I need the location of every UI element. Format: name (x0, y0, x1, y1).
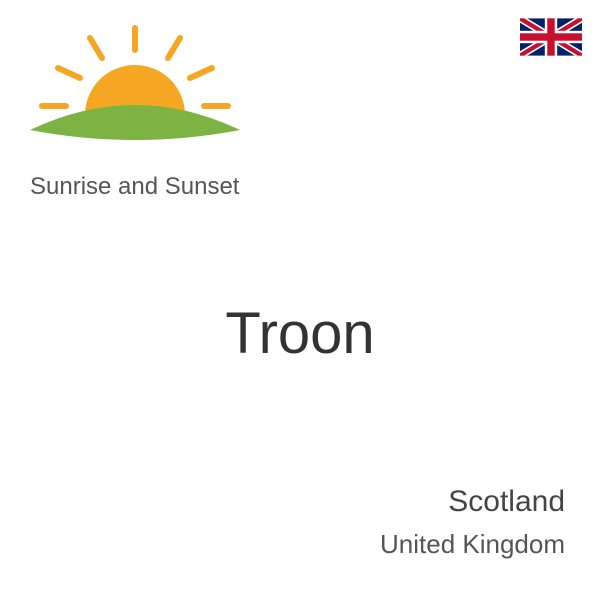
logo-block: Sunrise and Sunset (20, 20, 300, 201)
sunrise-logo-icon (20, 20, 250, 160)
region-label: Scotland (380, 485, 565, 519)
logo-tagline: Sunrise and Sunset (30, 173, 300, 201)
place-title: Troon (0, 300, 600, 367)
region-block: Scotland United Kingdom (380, 485, 565, 560)
uk-flag-icon (520, 18, 582, 56)
country-label: United Kingdom (380, 529, 565, 560)
